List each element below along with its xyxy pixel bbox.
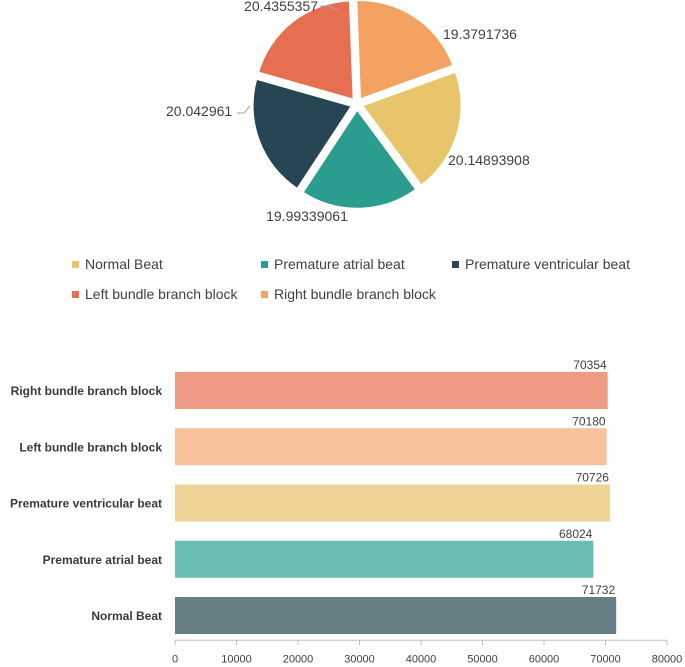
bar-right-bundle-branch-block bbox=[175, 372, 608, 409]
legend-item-normal-beat: Normal Beat bbox=[72, 256, 163, 272]
x-tick-label: 0 bbox=[172, 653, 178, 665]
bar-normal-beat bbox=[175, 597, 617, 634]
pie-legend: Normal Beat Premature atrial beat Premat… bbox=[72, 256, 672, 316]
x-tick-label: 10000 bbox=[221, 653, 252, 665]
bar-value-label: 71732 bbox=[582, 583, 616, 597]
legend-label: Left bundle branch block bbox=[85, 286, 238, 302]
bar-value-label: 70180 bbox=[572, 414, 606, 428]
pie-leader-line bbox=[320, 5, 339, 11]
bar-value-label: 70726 bbox=[576, 471, 610, 485]
x-tick-label: 20000 bbox=[283, 653, 314, 665]
bar-premature-ventricular-beat bbox=[175, 484, 610, 522]
category-label: Premature ventricular beat bbox=[10, 497, 162, 511]
legend-swatch bbox=[261, 260, 268, 268]
pie-slice-right-bundle-branch-block bbox=[354, 0, 456, 102]
pie-slice-premature-atrial-beat bbox=[300, 106, 419, 211]
pie-data-label: 19.3791736 bbox=[443, 26, 517, 42]
pie-slice-normal-beat bbox=[359, 69, 463, 188]
legend-label: Right bundle branch block bbox=[274, 286, 436, 302]
pie-slice-left-bundle-branch-block bbox=[256, 0, 356, 102]
x-tick-label: 70000 bbox=[590, 653, 621, 665]
x-tick-label: 30000 bbox=[344, 653, 375, 665]
legend-label: Premature ventricular beat bbox=[465, 256, 630, 272]
bar-premature-atrial-beat bbox=[175, 540, 594, 578]
legend-swatch bbox=[452, 260, 459, 268]
x-tick-label: 50000 bbox=[467, 653, 498, 665]
legend-label: Premature atrial beat bbox=[274, 256, 405, 272]
pie-leader-line bbox=[237, 105, 251, 114]
legend-swatch bbox=[72, 260, 79, 268]
pie-slice-premature-ventricular-beat bbox=[251, 76, 355, 192]
pie-data-label: 20.14893908 bbox=[448, 152, 530, 168]
bar-chart: Right bundle branch block 70354 Left bundl… bbox=[10, 358, 683, 665]
legend-item-left-bundle-branch-block: Left bundle branch block bbox=[72, 286, 238, 302]
pie-data-label: 19.99339061 bbox=[266, 208, 348, 224]
x-tick-label: 80000 bbox=[652, 653, 683, 665]
category-label: Normal Beat bbox=[91, 609, 162, 623]
pie-data-label: 20.4355357 bbox=[244, 0, 318, 14]
x-tick-label: 60000 bbox=[529, 653, 560, 665]
bar-value-label: 70354 bbox=[573, 358, 607, 372]
legend-swatch bbox=[72, 290, 79, 298]
pie-data-label: 20.042961 bbox=[166, 103, 232, 119]
x-tick-label: 40000 bbox=[406, 653, 437, 665]
pie-chart: 20.4355357 19.3791736 20.14893908 19.993390… bbox=[166, 0, 530, 224]
bar-value-label: 68024 bbox=[559, 527, 593, 541]
legend-swatch bbox=[261, 290, 268, 298]
legend-item-premature-atrial-beat: Premature atrial beat bbox=[261, 256, 405, 272]
legend-item-premature-ventricular-beat: Premature ventricular beat bbox=[452, 256, 630, 272]
category-label: Left bundle branch block bbox=[19, 440, 162, 454]
legend-label: Normal Beat bbox=[85, 256, 163, 272]
bar-left-bundle-branch-block bbox=[175, 428, 607, 466]
legend-item-right-bundle-branch-block: Right bundle branch block bbox=[261, 286, 436, 302]
category-label: Premature atrial beat bbox=[43, 553, 162, 567]
category-label: Right bundle branch block bbox=[11, 384, 163, 398]
